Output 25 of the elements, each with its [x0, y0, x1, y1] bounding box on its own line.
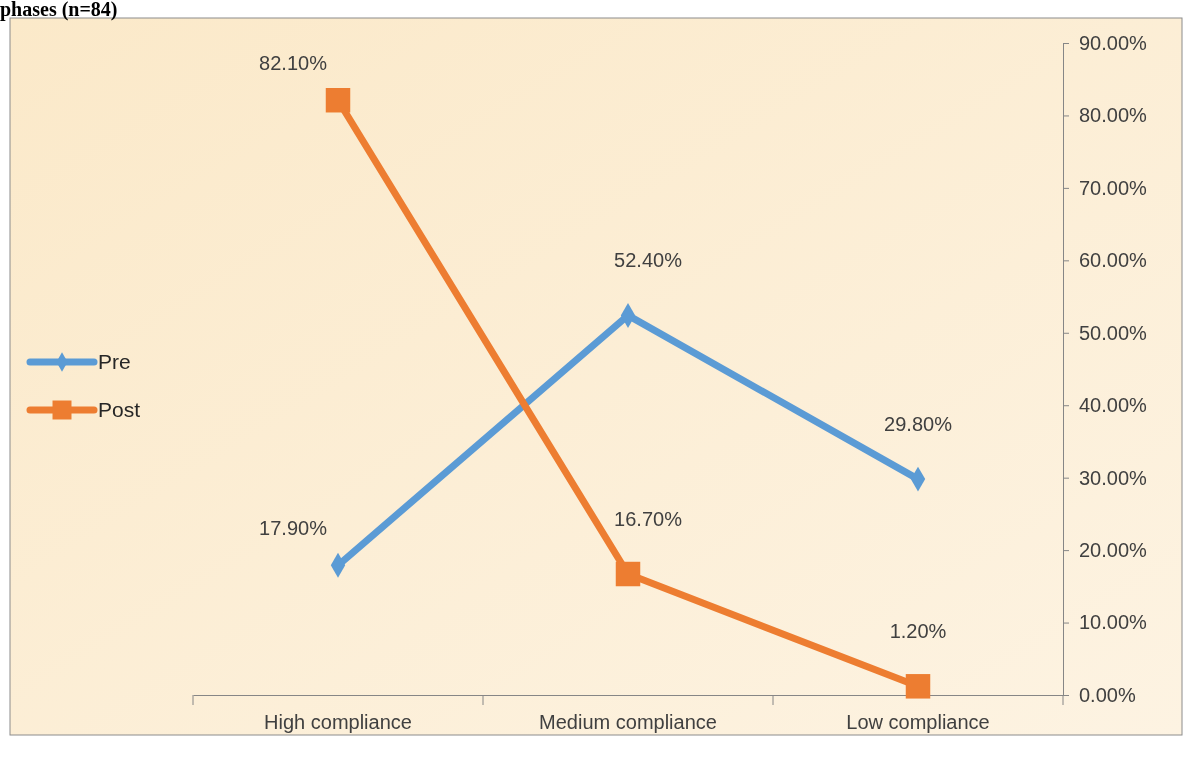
y-tick-label: 50.00%	[1079, 321, 1148, 344]
point	[325, 87, 351, 113]
point	[615, 561, 641, 587]
data-label: 82.10%	[259, 52, 328, 75]
data-label: 17.90%	[259, 517, 328, 540]
y-tick-label: 10.00%	[1079, 611, 1148, 634]
data-label: 16.70%	[614, 508, 683, 531]
y-tick-label: 20.00%	[1079, 539, 1148, 562]
legend-label: Post	[98, 398, 141, 421]
data-label: 52.40%	[614, 249, 683, 272]
y-tick-label: 90.00%	[1079, 31, 1148, 54]
y-tick-label: 0.00%	[1079, 683, 1136, 706]
y-tick-label: 80.00%	[1079, 104, 1148, 127]
x-tick-label: High compliance	[264, 711, 412, 734]
data-label: 1.20%	[889, 620, 947, 643]
data-label: 29.80%	[884, 413, 953, 436]
legend-label: Pre	[98, 350, 131, 373]
point	[905, 674, 931, 699]
x-tick-label: Low compliance	[846, 711, 990, 734]
y-tick-label: 30.00%	[1079, 466, 1148, 489]
y-tick-label: 70.00%	[1079, 176, 1148, 199]
y-tick-label: 60.00%	[1079, 249, 1148, 272]
x-tick-label: Medium compliance	[539, 711, 717, 734]
y-tick-label: 40.00%	[1079, 394, 1148, 417]
chart-title: phases (n=84)	[0, 0, 118, 21]
